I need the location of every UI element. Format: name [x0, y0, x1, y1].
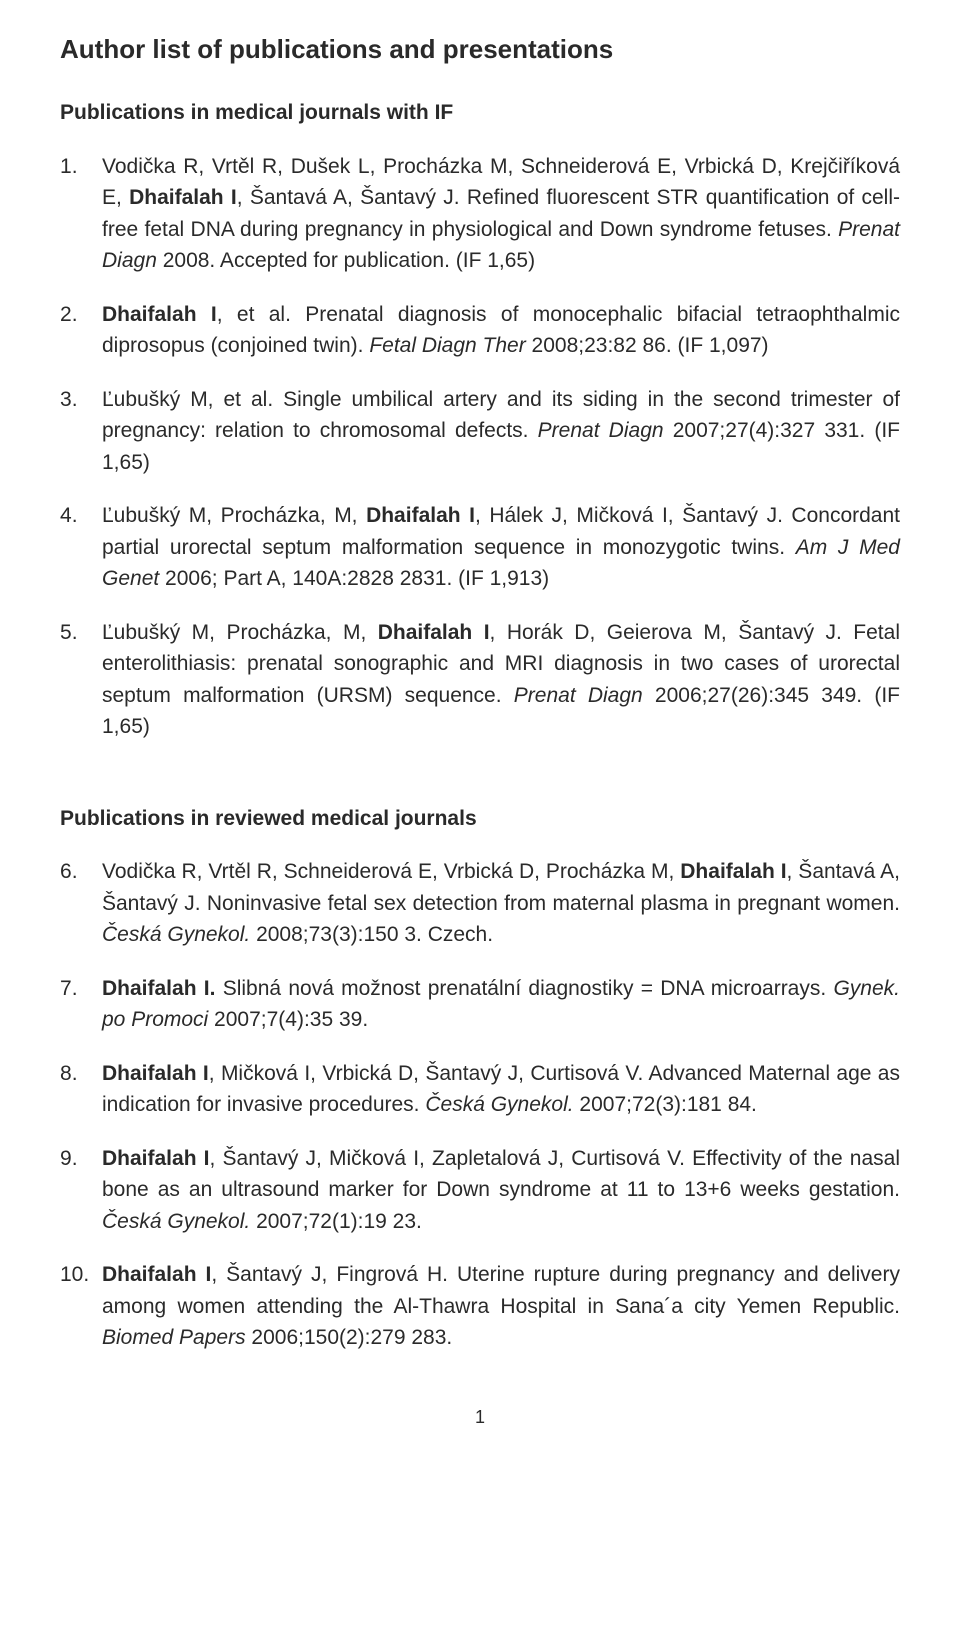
journal-name: Prenat Diagn [538, 419, 664, 442]
citation-text: 2007;72(1):19 23. [250, 1210, 422, 1233]
journal-name: Prenat Diagn [514, 684, 643, 707]
publication-item: Ľubušký M, et al. Single umbilical arter… [60, 384, 900, 479]
citation-text: , Šantavý J, Fingrová H. Uterine rupture… [102, 1263, 900, 1318]
journal-name: Česká Gynekol. [102, 923, 250, 946]
citation-text: Slibná nová možnost prenatální diagnosti… [215, 977, 833, 1000]
author-highlight: Dhaifalah I. [102, 977, 215, 1000]
publication-item: Dhaifalah I. Slibná nová možnost prenatá… [60, 973, 900, 1036]
citation-text: 2008. Accepted for publication. (IF 1,65… [157, 249, 535, 272]
journal-name: Biomed Papers [102, 1326, 246, 1349]
citation-text: 2007;7(4):35 39. [208, 1008, 368, 1031]
publication-item: Ľubušký M, Procházka, M, Dhaifalah I, Ho… [60, 617, 900, 743]
publication-item: Dhaifalah I, et al. Prenatal diagnosis o… [60, 299, 900, 362]
page-number: 1 [60, 1404, 900, 1431]
journal-name: Česká Gynekol. [425, 1093, 573, 1116]
citation-text: 2007;72(3):181 84. [574, 1093, 757, 1116]
publication-item: Dhaifalah I, Šantavý J, Mičková I, Zaple… [60, 1143, 900, 1238]
citation-text: Vodička R, Vrtěl R, Schneiderová E, Vrbi… [102, 860, 680, 883]
citation-text: Ľubušký M, Procházka, M, [102, 621, 378, 644]
publication-item: Vodička R, Vrtěl R, Schneiderová E, Vrbi… [60, 856, 900, 951]
citation-text: Ľubušký M, Procházka, M, [102, 504, 366, 527]
citation-text: 2006; Part A, 140A:2828 2831. (IF 1,913) [159, 567, 549, 590]
section-heading-reviewed: Publications in reviewed medical journal… [60, 803, 900, 835]
publication-list-reviewed: Vodička R, Vrtěl R, Schneiderová E, Vrbi… [60, 856, 900, 1354]
author-highlight: Dhaifalah I [102, 1263, 211, 1286]
publication-item: Ľubušký M, Procházka, M, Dhaifalah I, Há… [60, 500, 900, 595]
citation-text: 2008;73(3):150 3. Czech. [250, 923, 493, 946]
page-title: Author list of publications and presenta… [60, 30, 900, 69]
citation-text: 2008;23:82 86. (IF 1,097) [526, 334, 769, 357]
journal-name: Česká Gynekol. [102, 1210, 250, 1233]
publication-item: Vodička R, Vrtěl R, Dušek L, Procházka M… [60, 151, 900, 277]
journal-name: Fetal Diagn Ther [369, 334, 525, 357]
publication-item: Dhaifalah I, Mičková I, Vrbická D, Šanta… [60, 1058, 900, 1121]
publication-list-if: Vodička R, Vrtěl R, Dušek L, Procházka M… [60, 151, 900, 743]
author-highlight: Dhaifalah I [378, 621, 490, 644]
author-highlight: Dhaifalah I [102, 303, 217, 326]
citation-text: , Šantavý J, Mičková I, Zapletalová J, C… [102, 1147, 900, 1202]
author-highlight: Dhaifalah I [102, 1062, 209, 1085]
citation-text: 2006;150(2):279 283. [246, 1326, 453, 1349]
author-highlight: Dhaifalah I [102, 1147, 210, 1170]
author-highlight: Dhaifalah I [366, 504, 475, 527]
author-highlight: Dhaifalah I [129, 186, 237, 209]
publication-item: Dhaifalah I, Šantavý J, Fingrová H. Uter… [60, 1259, 900, 1354]
section-heading-if: Publications in medical journals with IF [60, 97, 900, 129]
author-highlight: Dhaifalah I [680, 860, 786, 883]
